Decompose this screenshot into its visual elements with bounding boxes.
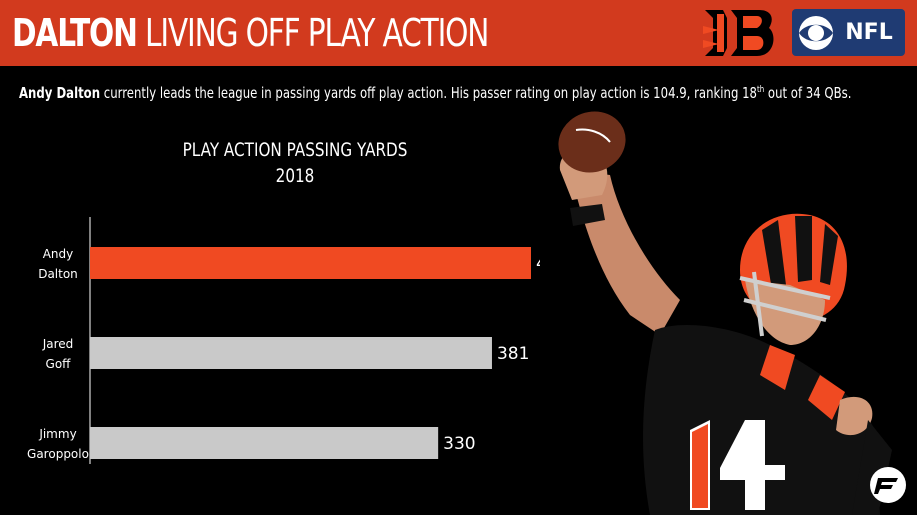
player-photo-icon: [558, 111, 892, 515]
category-label-line: Dalton: [38, 267, 78, 281]
chart-title: PLAY ACTION PASSING YARDS 2018: [120, 137, 470, 189]
data-label: 330: [443, 434, 475, 454]
category-label-line: Goff: [46, 357, 72, 371]
bar-jared-goff: [90, 337, 492, 369]
nfl-logo-text: NFL: [845, 20, 893, 45]
category-label-line: Garoppolo: [27, 447, 89, 461]
data-label: 381: [497, 344, 529, 364]
pff-logo-icon: [870, 467, 906, 503]
description-text-end: out of 34 QBs.: [767, 84, 852, 102]
category-label: Jared Goff: [42, 337, 74, 371]
category-label: Jimmy Garoppolo: [27, 427, 89, 461]
category-label-line: Jimmy: [38, 427, 76, 441]
bar-jimmy-garoppolo: [90, 427, 439, 459]
bengals-logo-icon: [703, 10, 774, 56]
category-label: Andy Dalton: [38, 247, 78, 281]
cbs-eye-icon: [799, 16, 833, 50]
data-label: 418: [536, 254, 540, 274]
bar-andy-dalton: [90, 247, 531, 279]
description-text: currently leads the league in passing ya…: [103, 84, 757, 102]
page-title: DALTON LIVING OFF PLAY ACTION: [12, 9, 489, 57]
page-title-rest: LIVING OFF PLAY ACTION: [144, 11, 489, 55]
bar-chart: Andy Dalton 418 Jared Goff 381 Jimmy Garoppolo 3…: [27, 217, 540, 464]
chart-description: Andy Dalton currently leads the league i…: [19, 83, 851, 103]
description-player-name: Andy Dalton: [19, 84, 101, 102]
category-label-line: Andy: [43, 247, 74, 261]
chart-title-year: 2018: [275, 165, 315, 187]
header-banner: DALTON LIVING OFF PLAY ACTION NFL: [0, 0, 917, 66]
cbs-nfl-logo-icon: NFL: [792, 9, 905, 56]
page-title-bold: DALTON: [12, 11, 138, 55]
description-ordinal-suffix: th: [756, 85, 765, 95]
category-label-line: Jared: [42, 337, 74, 351]
chart-title-main: PLAY ACTION PASSING YARDS: [182, 139, 408, 161]
